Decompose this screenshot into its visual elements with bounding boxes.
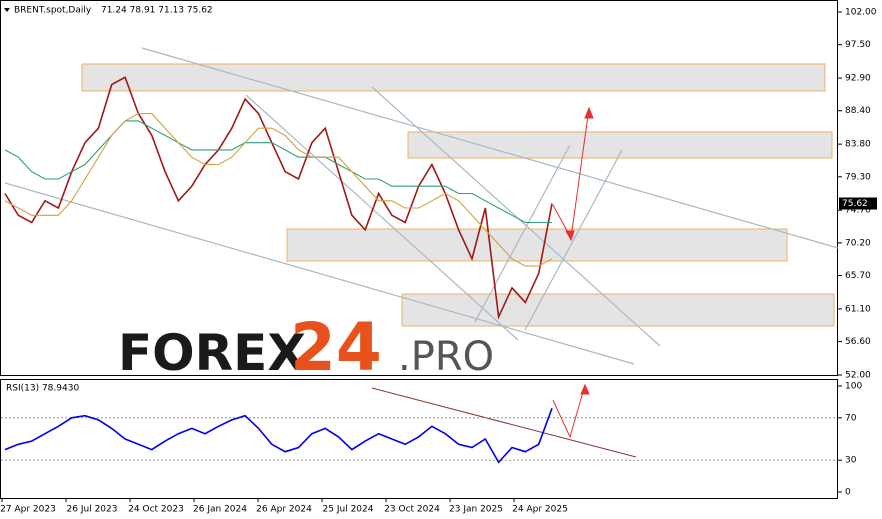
- y-tick-label: 52.00: [845, 371, 871, 381]
- x-tick-label: 26 Jul 2023: [67, 505, 118, 515]
- series-line: [4, 120, 552, 224]
- rsi-trend-line: [371, 387, 637, 458]
- x-tick-label: 24 Apr 2025: [512, 505, 568, 515]
- y-tick-label: 0: [845, 488, 851, 498]
- x-tick-label: 26 Jan 2024: [193, 505, 247, 515]
- arrow-head: [584, 106, 594, 119]
- zone: [286, 228, 788, 262]
- trend-line: [524, 149, 623, 331]
- y-tick-label: 97.50: [845, 40, 871, 50]
- series-line: [4, 76, 553, 320]
- trend-lines: [4, 47, 839, 365]
- y-tick-label: 65.70: [845, 271, 871, 281]
- y-tick-label: 61.10: [845, 304, 871, 314]
- y-tick-label: 70: [845, 413, 857, 423]
- y-tick-label: 92.90: [845, 74, 871, 84]
- trend-line: [4, 182, 635, 365]
- arrow-head: [580, 383, 590, 395]
- x-tick-label: 23 Jan 2025: [449, 505, 503, 515]
- arrows: [371, 106, 637, 458]
- rsi-title: RSI(13) 78.9430: [6, 384, 79, 394]
- watermark-number: 24: [290, 309, 382, 386]
- x-tick-label: 25 Jul 2024: [323, 505, 374, 515]
- y-tick-label: 79.30: [845, 172, 871, 182]
- arrow-head: [565, 230, 575, 242]
- watermark-suffix: .PRO: [398, 334, 494, 380]
- y-tick-label: 88.40: [845, 106, 871, 116]
- y-tick-label: 56.60: [845, 337, 871, 347]
- trend-line: [474, 144, 571, 323]
- menu-icon[interactable]: [4, 8, 10, 12]
- y-tick-label: 70.20: [845, 238, 871, 248]
- y-tick-label: 102.00: [845, 8, 877, 18]
- x-tick-label: 24 Oct 2023: [128, 505, 184, 515]
- trend-line: [245, 94, 519, 341]
- x-tick-label: 23 Oct 2024: [384, 505, 440, 515]
- y-tick-label: 30: [845, 456, 857, 466]
- rsi-arrow-path: [552, 384, 586, 439]
- trend-line: [141, 47, 839, 249]
- x-tick-label: 27 Apr 2023: [0, 505, 56, 515]
- last-price-label: 75.62: [842, 199, 868, 209]
- watermark-brand: FOREX: [118, 324, 306, 382]
- y-tick-label: 100: [845, 382, 862, 392]
- rsi-panel: [0, 379, 838, 499]
- zone: [401, 293, 835, 327]
- y-tick-label: 74.70: [845, 206, 871, 216]
- y-tick-label: 83.80: [845, 140, 871, 150]
- x-tick-label: 26 Apr 2024: [256, 505, 312, 515]
- zone: [81, 63, 826, 92]
- last-price-box: [839, 197, 877, 210]
- ohlc: 71.24 78.91 71.13 75.62: [101, 6, 213, 16]
- series-line: [4, 113, 553, 267]
- symbol: BRENT.spot,Daily: [14, 6, 92, 16]
- series-line: [4, 408, 553, 464]
- trend-line: [371, 86, 661, 347]
